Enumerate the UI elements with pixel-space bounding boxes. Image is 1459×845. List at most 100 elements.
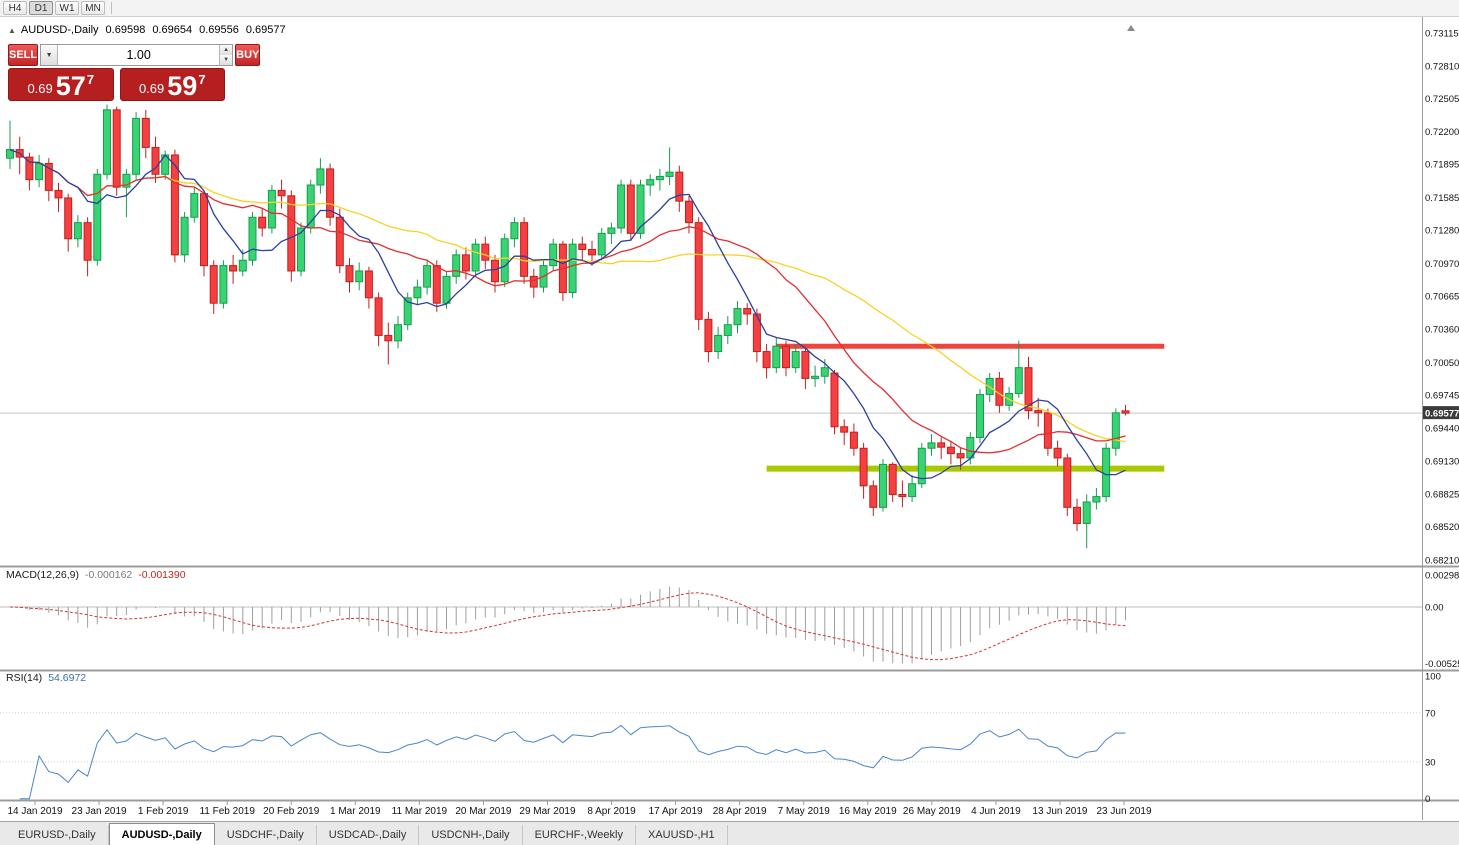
macd-signal-line (9, 592, 1126, 661)
chart-tab-usdcnh-daily[interactable]: USDCNH-,Daily (419, 825, 523, 845)
svg-text:23 Jun 2019: 23 Jun 2019 (1096, 806, 1151, 817)
svg-text:4 Jun 2019: 4 Jun 2019 (971, 806, 1021, 817)
volume-input[interactable] (58, 45, 220, 65)
volume-dropdown-button[interactable]: ▼ (41, 45, 59, 65)
svg-text:0.68520: 0.68520 (1425, 522, 1459, 533)
chart-tab-usdchf-daily[interactable]: USDCHF-,Daily (215, 825, 317, 845)
buy-button[interactable]: BUY (235, 44, 261, 66)
svg-text:16 May 2019: 16 May 2019 (839, 806, 897, 817)
rsi-line (19, 724, 1126, 800)
svg-text:-0.005254: -0.005254 (1425, 659, 1459, 670)
svg-text:100: 100 (1425, 672, 1441, 683)
ma-line-34 (9, 148, 1126, 443)
ma-line-8 (9, 148, 1126, 480)
svg-text:11 Feb 2019: 11 Feb 2019 (199, 806, 255, 817)
price-panel-layer (0, 343, 1422, 472)
ohlc-close-value: 0.69577 (245, 24, 286, 36)
svg-text:0: 0 (1425, 794, 1430, 805)
current-price-tag (1423, 406, 1459, 420)
buy-price-pipette: 7 (198, 72, 206, 87)
svg-text:26 May 2019: 26 May 2019 (903, 806, 961, 817)
ohlc-high-value: 0.69654 (152, 24, 193, 36)
timeframe-button-mn[interactable]: MN (81, 1, 105, 15)
rsi-indicator-header: RSI(14) 54.6972 (6, 672, 86, 684)
chart-tabs-bar: EURUSD-,Daily AUDUSD-,Daily USDCHF-,Daily U… (0, 821, 1459, 845)
timeframe-toolbar: H4 D1 W1 MN (0, 0, 1459, 17)
rsi-panel-layer (0, 712, 1422, 800)
svg-text:1 Feb 2019: 1 Feb 2019 (138, 806, 189, 817)
svg-text:0.00: 0.00 (1425, 603, 1444, 614)
svg-text:11 Mar 2019: 11 Mar 2019 (392, 806, 448, 817)
one-click-trading-panel: SELL ▼ ▲ ▼ BUY 0.69 57 7 0.69 59 7 (8, 44, 261, 101)
toolbar-separator (111, 2, 112, 14)
svg-text:0.69440: 0.69440 (1425, 423, 1459, 434)
sell-price-display[interactable]: 0.69 57 7 (8, 68, 114, 101)
buy-price-display[interactable]: 0.69 59 7 (119, 68, 225, 101)
svg-text:20 Feb 2019: 20 Feb 2019 (263, 806, 320, 817)
svg-text:7 May 2019: 7 May 2019 (778, 806, 831, 817)
svg-text:0.69130: 0.69130 (1425, 457, 1459, 468)
macd-panel-layer (0, 586, 1422, 664)
sell-price-pipette: 7 (86, 72, 95, 87)
chart-shift-marker-icon (1127, 25, 1135, 31)
svg-text:13 Jun 2019: 13 Jun 2019 (1032, 806, 1087, 817)
volume-control: ▼ ▲ ▼ (40, 44, 234, 66)
svg-text:0.68825: 0.68825 (1425, 489, 1459, 500)
timeframe-button-d1[interactable]: D1 (29, 1, 53, 15)
timeframe-button-h4[interactable]: H4 (3, 1, 27, 15)
svg-text:0.71895: 0.71895 (1425, 160, 1459, 171)
moving-averages-layer (9, 148, 1126, 480)
chart-tab-audusd-daily[interactable]: AUDUSD-,Daily (108, 823, 215, 845)
svg-text:0.71280: 0.71280 (1425, 226, 1459, 237)
svg-text:0.72505: 0.72505 (1425, 94, 1459, 105)
ohlc-low-value: 0.69556 (199, 24, 239, 36)
macd-indicator-header: MACD(12,26,9) -0.000162 -0.001390 (6, 569, 186, 581)
buy-price-pips: 59 (167, 71, 198, 101)
svg-text:20 Mar 2019: 20 Mar 2019 (455, 806, 512, 817)
chart-tab-usdcad-daily[interactable]: USDCAD-,Daily (317, 825, 420, 845)
svg-text:70: 70 (1425, 708, 1436, 719)
svg-text:0.72200: 0.72200 (1425, 127, 1459, 138)
rsi-value: 54.6972 (48, 672, 87, 684)
svg-text:29 Mar 2019: 29 Mar 2019 (519, 806, 576, 817)
rsi-label: RSI(14) (6, 672, 43, 684)
chart-tab-eurusd-daily[interactable]: EURUSD-,Daily (6, 825, 109, 845)
volume-increase-button[interactable]: ▲ (220, 45, 233, 55)
svg-text:8 Apr 2019: 8 Apr 2019 (587, 806, 636, 817)
svg-text:14 Jan 2019: 14 Jan 2019 (7, 806, 62, 817)
chart-title-bar: ▲ AUDUSD-,Daily 0.69598 0.69654 0.69556 … (8, 24, 286, 36)
svg-text:0.71585: 0.71585 (1425, 193, 1459, 204)
svg-text:17 Apr 2019: 17 Apr 2019 (649, 806, 703, 817)
svg-text:0.68210: 0.68210 (1425, 555, 1459, 566)
ma-line-17 (9, 148, 1126, 454)
sell-price-base: 0.69 (27, 81, 53, 96)
volume-spinner: ▲ ▼ (219, 45, 233, 65)
svg-text:0.002984: 0.002984 (1425, 570, 1459, 581)
axes-layer: 0.73115 0.72810 0.72505 0.72200 0.71895 0.715… (0, 17, 1459, 820)
one-click-quotes-row: 0.69 57 7 0.69 59 7 (8, 68, 225, 101)
sell-price-pips: 57 (55, 71, 86, 101)
chart-symbol-period: AUDUSD-,Daily (20, 24, 99, 36)
chart-tab-xauusd-h1[interactable]: XAUUSD-,H1 (636, 825, 728, 845)
chart-tab-eurchf-weekly[interactable]: EURCHF-,Weekly (523, 825, 636, 845)
svg-text:0.70970: 0.70970 (1425, 259, 1459, 270)
svg-text:0.73115: 0.73115 (1425, 29, 1459, 40)
macd-main-value: -0.000162 (84, 569, 133, 581)
svg-text:0.70665: 0.70665 (1425, 292, 1459, 303)
timeframe-button-w1[interactable]: W1 (55, 1, 79, 15)
svg-text:23 Jan 2019: 23 Jan 2019 (72, 806, 127, 817)
svg-text:0.70050: 0.70050 (1425, 358, 1459, 369)
one-click-controls-row: SELL ▼ ▲ ▼ BUY (8, 44, 261, 66)
macd-signal-value: -0.001390 (138, 569, 186, 581)
chevron-down-icon: ▼ (45, 51, 53, 59)
volume-decrease-button[interactable]: ▼ (220, 55, 233, 65)
svg-text:0.70360: 0.70360 (1425, 324, 1459, 335)
macd-label: MACD(12,26,9) (6, 569, 79, 581)
sell-button[interactable]: SELL (8, 44, 39, 66)
one-click-toggle-icon[interactable]: ▲ (8, 25, 16, 35)
candles-layer (6, 104, 1130, 549)
svg-text:0.69745: 0.69745 (1425, 391, 1459, 402)
svg-text:28 Apr 2019: 28 Apr 2019 (713, 806, 767, 817)
